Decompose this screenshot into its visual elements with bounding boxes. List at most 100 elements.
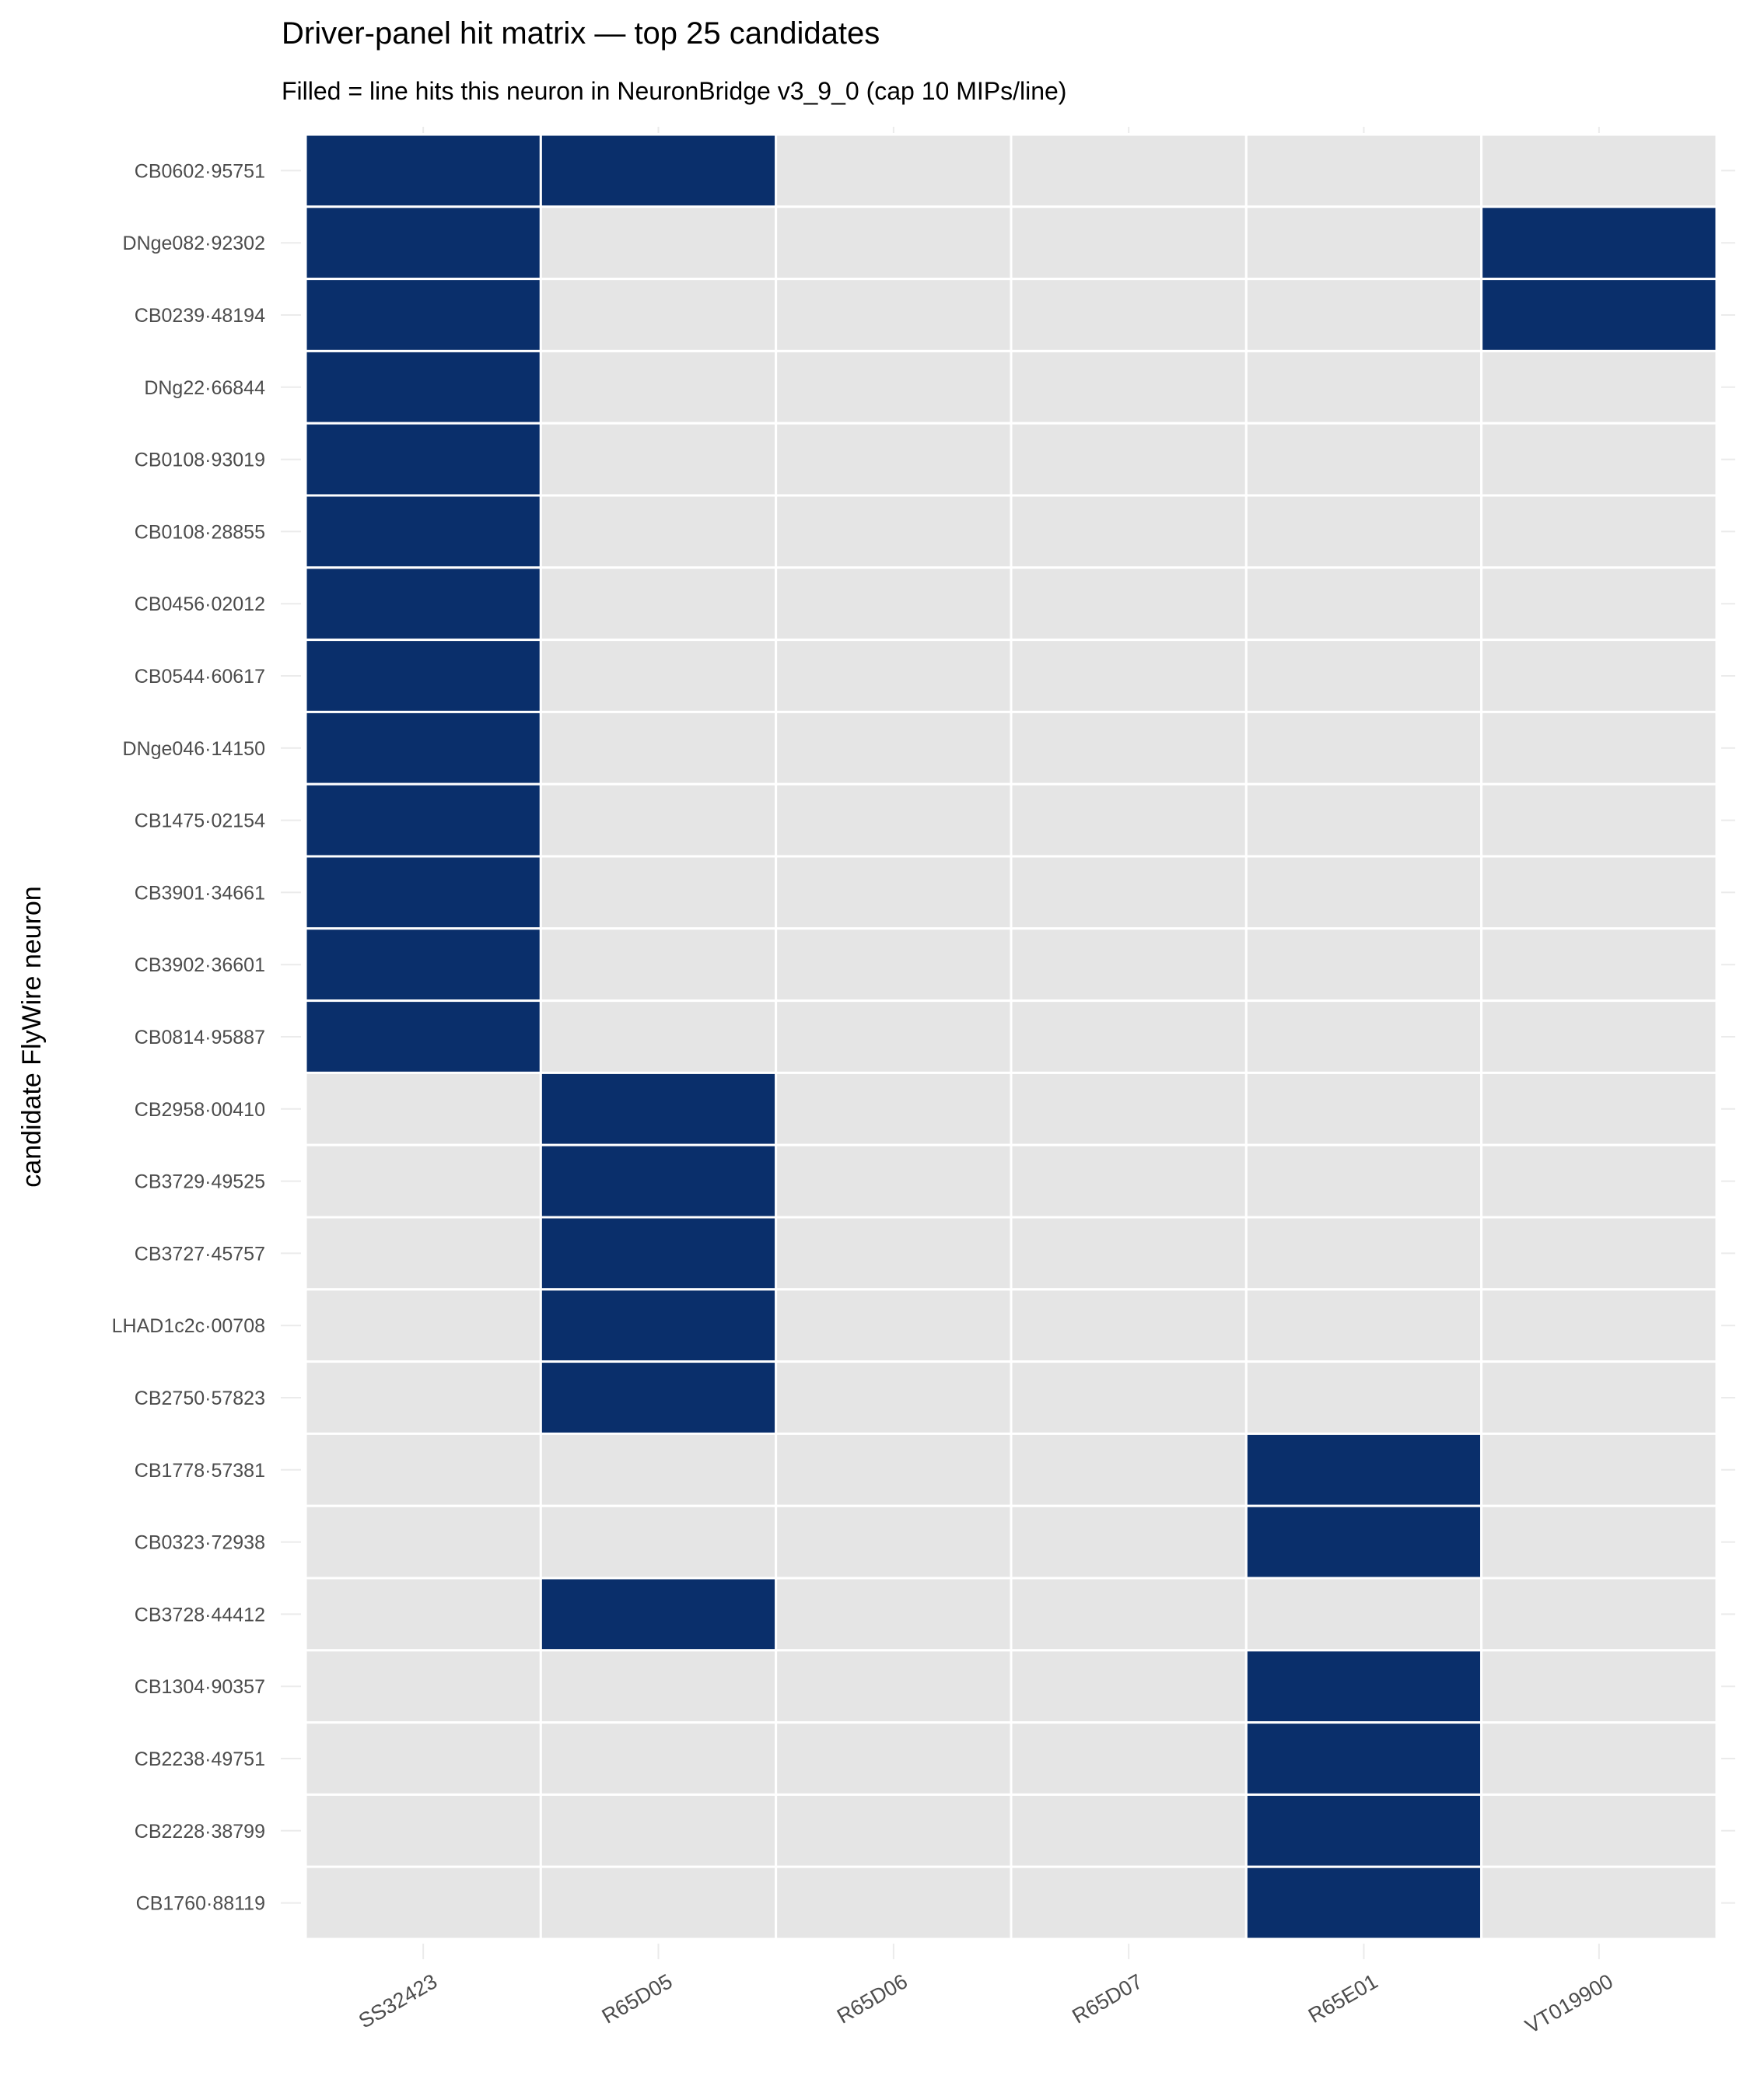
tile-miss [775,999,1013,1074]
tile-miss [1010,422,1248,497]
tile-hit [1244,1649,1483,1724]
tile-miss [1480,927,1718,1003]
y-tick-label: CB0323·72938 [135,1532,265,1554]
tile-miss [304,1793,542,1868]
tile-miss [1480,1071,1718,1146]
tile-hit [539,1216,778,1291]
tile-hit [304,639,542,713]
y-tick-label: CB3902·36601 [135,954,265,976]
x-tick-label: R65E01 [1304,1969,1382,2028]
tile-miss [1010,349,1248,425]
y-tick-label: CB0814·95887 [135,1027,265,1048]
tile-hit [1244,1721,1483,1796]
tile-miss [1480,1360,1718,1435]
x-tick-label: R65D05 [598,1969,677,2028]
y-tick-label: CB2238·49751 [135,1748,265,1770]
x-tick-label: VT019900 [1521,1969,1617,2038]
tile-miss [539,782,778,858]
tile-hit [304,205,542,281]
y-tick-label: CB2958·00410 [135,1099,265,1121]
tile-miss [1244,278,1483,352]
tile-miss [539,639,778,713]
y-tick-label: CB0108·28855 [135,521,265,543]
tile-hit [539,1577,778,1652]
tile-hit [1480,278,1718,352]
tile-miss [1244,1360,1483,1435]
y-tick-label: CB3727·45757 [135,1243,265,1265]
x-tick-label: R65D06 [833,1969,912,2028]
tile-miss [1010,1071,1248,1146]
y-tick-label: CB1475·02154 [135,810,265,832]
tile-miss [775,566,1013,642]
tile-miss [1010,1577,1248,1652]
tile-miss [775,1793,1013,1868]
tile-miss [1010,1504,1248,1580]
tile-miss [1480,1432,1718,1507]
y-tick-label: CB0239·48194 [135,305,265,327]
tile-miss [775,278,1013,352]
y-tick-labels: CB0602·95751 DNge082·92302 CB0239·48194 DNg… [112,160,265,1914]
tile-miss [1010,1649,1248,1724]
tile-miss [304,1071,542,1146]
tile-miss [1480,1793,1718,1868]
tile-miss [1010,639,1248,713]
tile-miss [304,1577,542,1652]
tile-miss [775,639,1013,713]
tile-miss [1480,133,1718,208]
axis-ticks [281,127,1735,1959]
tile-miss [775,494,1013,569]
tile-miss [1010,1288,1248,1363]
tile-miss [1244,710,1483,786]
tile-hit [304,999,542,1074]
y-tick-label: CB0602·95751 [135,160,265,182]
tile-miss [304,1504,542,1580]
tile-miss [1244,855,1483,930]
tile-miss [1244,927,1483,1003]
tile-miss [1244,639,1483,713]
tile-miss [1244,1288,1483,1363]
tile-hit [304,494,542,569]
tile-miss [539,1432,778,1507]
tile-hit [539,133,778,208]
y-tick-label: CB0544·60617 [135,666,265,688]
tile-miss [1010,855,1248,930]
tile-miss [539,999,778,1074]
tile-miss [1244,422,1483,497]
tile-miss [539,855,778,930]
tile-miss [1480,999,1718,1074]
tile-miss [1010,999,1248,1074]
tile-miss [775,1216,1013,1291]
tile-miss [1244,999,1483,1074]
tile-hit [304,710,542,786]
x-tick-label: R65D07 [1068,1969,1146,2028]
tile-miss [1480,422,1718,497]
y-tick-label: DNg22·66844 [144,377,265,399]
tile-miss [539,494,778,569]
tile-miss [775,927,1013,1003]
tile-miss [1480,855,1718,930]
tile-hit [304,566,542,642]
y-tick-label: CB0108·93019 [135,450,265,471]
tile-hit [539,1360,778,1435]
tile-hit [304,782,542,858]
tile-miss [1480,710,1718,786]
tile-miss [1010,566,1248,642]
tile-miss [775,349,1013,425]
y-tick-label: LHAD1c2c·00708 [112,1315,265,1337]
tile-miss [539,205,778,281]
tiles [304,133,1718,1941]
tile-miss [1480,1216,1718,1291]
tile-miss [775,855,1013,930]
tile-hit [1480,205,1718,281]
tile-miss [1244,349,1483,425]
tile-miss [539,710,778,786]
tile-miss [539,1721,778,1796]
tile-miss [1480,1649,1718,1724]
tile-miss [1010,1360,1248,1435]
tile-hit [304,133,542,208]
tile-miss [1480,1288,1718,1363]
tile-miss [775,1721,1013,1796]
tile-miss [775,1143,1013,1219]
tile-miss [1010,710,1248,786]
tile-hit [304,278,542,352]
